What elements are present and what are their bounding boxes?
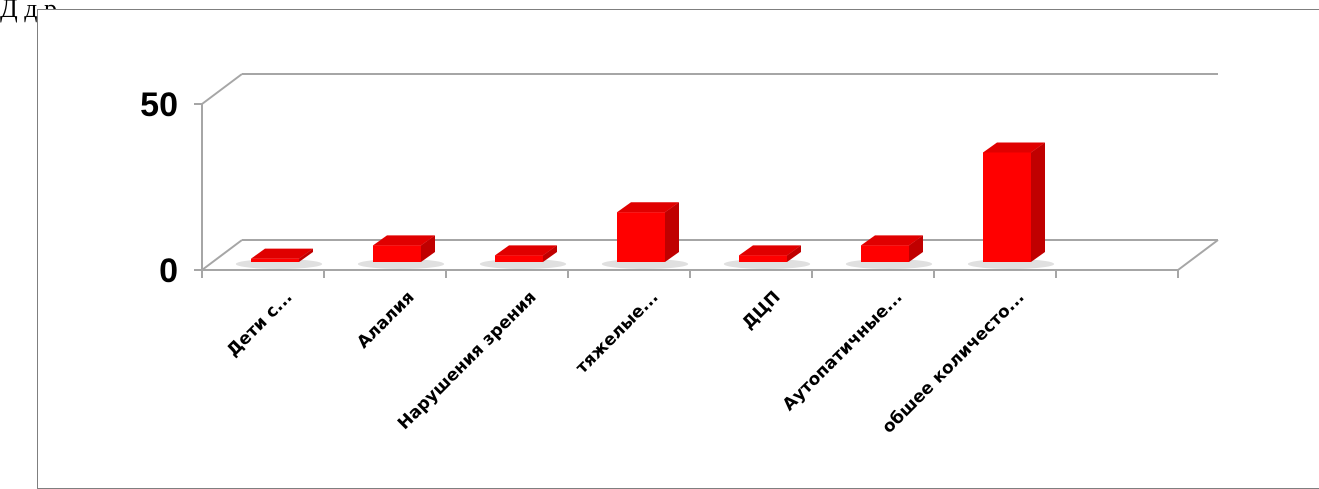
- bar-front: [373, 245, 421, 262]
- bar-top: [251, 248, 313, 259]
- x-tick-label-5: Аутопатичные...: [779, 287, 907, 415]
- bar-side: [665, 202, 679, 262]
- floor-left-edge: [201, 239, 243, 271]
- bar-side: [787, 245, 801, 262]
- bar-side: [543, 245, 557, 262]
- bar-top: [983, 142, 1045, 153]
- bar-front: [617, 212, 665, 262]
- bar-5: [845, 235, 933, 269]
- chart-walls: [201, 73, 1219, 278]
- x-tick-label-4: ДЦП: [738, 287, 784, 333]
- bar-top: [617, 202, 679, 213]
- bar-3: [601, 202, 689, 269]
- y-tick-label-0: 0: [159, 252, 178, 290]
- floor-right-edge: [1177, 239, 1219, 271]
- x-tick-label-3: тяжелые...: [572, 287, 662, 377]
- bar-side: [421, 235, 435, 262]
- x-tick-label-1: Алалия: [353, 287, 418, 352]
- bar-front: [739, 255, 787, 262]
- x-tick-label-2: Нарушения зрения: [394, 287, 541, 434]
- bar-front: [861, 245, 909, 262]
- x-tick-label-0: Дети с...: [223, 287, 296, 360]
- bar-1: [357, 235, 445, 269]
- gridline-top-depth: [201, 73, 243, 105]
- bar-6: [967, 142, 1055, 269]
- bar-top: [861, 235, 923, 246]
- bar-front: [983, 152, 1031, 262]
- bar-0: [235, 248, 323, 269]
- bar-top: [495, 245, 557, 256]
- y-tick-label-1: 50: [140, 86, 178, 124]
- y-tick-labels: 0 50: [140, 86, 202, 290]
- bar-4: [723, 245, 811, 269]
- x-tick-label-6: обшее количесто...: [878, 287, 1028, 437]
- bar-top: [373, 235, 435, 246]
- bar-side: [299, 248, 313, 262]
- bar-front: [251, 258, 299, 262]
- bar-side: [909, 235, 923, 262]
- bar-side: [1031, 142, 1045, 262]
- bars: [235, 142, 1055, 269]
- bar-2: [479, 245, 567, 269]
- bar-top: [739, 245, 801, 256]
- bar-front: [495, 255, 543, 262]
